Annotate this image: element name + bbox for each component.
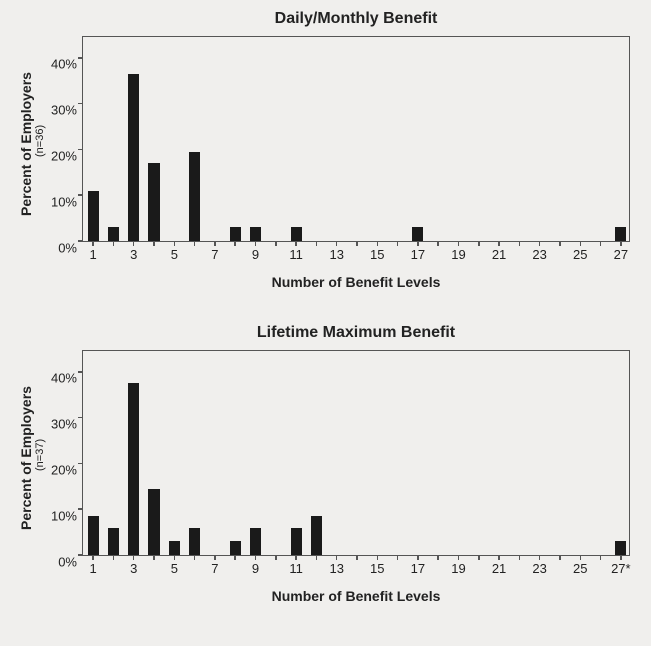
plot-area: 0%10%20%30%40%13579111315171921232527	[82, 36, 630, 242]
bar	[250, 528, 261, 555]
xtick-label: 9	[252, 241, 259, 262]
xtick-mark	[153, 241, 155, 246]
bar	[88, 191, 99, 241]
y-axis-sublabel: (n=36)	[34, 125, 46, 157]
bar	[291, 528, 302, 555]
xtick-mark	[559, 555, 561, 560]
chart-panel-1: Lifetime Maximum Benefit Percent of Emplo…	[0, 320, 651, 636]
ytick-label: 40%	[51, 57, 83, 72]
xtick-label: 7	[211, 241, 218, 262]
xtick-mark	[316, 555, 318, 560]
xtick-mark	[478, 555, 480, 560]
ytick-label: 10%	[51, 194, 83, 209]
y-axis-sublabel: (n=37)	[34, 439, 46, 471]
xtick-mark	[316, 241, 318, 246]
xtick-label: 13	[329, 241, 343, 262]
ytick-label: 20%	[51, 462, 83, 477]
xtick-mark	[356, 241, 358, 246]
xtick-mark	[600, 555, 602, 560]
xtick-label: 19	[451, 555, 465, 576]
xtick-label: 5	[171, 555, 178, 576]
xtick-label: 21	[492, 555, 506, 576]
xtick-mark	[234, 241, 236, 246]
bar	[291, 227, 302, 241]
chart-title: Daily/Monthly Benefit	[82, 10, 630, 28]
xtick-label: 9	[252, 555, 259, 576]
xtick-label: 15	[370, 241, 384, 262]
bar	[128, 383, 139, 555]
bar	[148, 163, 159, 241]
plot-area: 0%10%20%30%40%13579111315171921232527*	[82, 350, 630, 556]
xtick-mark	[153, 555, 155, 560]
chart-title: Lifetime Maximum Benefit	[82, 324, 630, 342]
xtick-mark	[519, 555, 521, 560]
bar	[128, 74, 139, 241]
xtick-label: 3	[130, 555, 137, 576]
xtick-mark	[113, 241, 115, 246]
xtick-label: 23	[532, 241, 546, 262]
xtick-label: 1	[90, 555, 97, 576]
ytick-label: 30%	[51, 417, 83, 432]
xtick-label: 23	[532, 555, 546, 576]
ytick-label: 40%	[51, 371, 83, 386]
xtick-label: 5	[171, 241, 178, 262]
x-axis-label: Number of Benefit Levels	[82, 588, 630, 604]
bar	[189, 152, 200, 241]
xtick-mark	[275, 241, 277, 246]
xtick-label: 25	[573, 241, 587, 262]
figure-container: Daily/Monthly Benefit Percent of Employer…	[0, 0, 651, 646]
xtick-label: 15	[370, 555, 384, 576]
bar	[311, 516, 322, 555]
bar	[88, 516, 99, 555]
xtick-label: 27	[614, 241, 628, 262]
bar	[108, 528, 119, 555]
xtick-mark	[519, 241, 521, 246]
xtick-mark	[397, 555, 399, 560]
xtick-mark	[478, 241, 480, 246]
xtick-mark	[600, 241, 602, 246]
xtick-mark	[397, 241, 399, 246]
bar	[412, 227, 423, 241]
xtick-mark	[113, 555, 115, 560]
bar	[230, 541, 241, 555]
xtick-label: 13	[329, 555, 343, 576]
chart-panel-0: Daily/Monthly Benefit Percent of Employer…	[0, 6, 651, 306]
bar	[250, 227, 261, 241]
xtick-mark	[194, 241, 196, 246]
y-axis-label: Percent of Employers	[18, 386, 34, 530]
xtick-label: 17	[411, 241, 425, 262]
xtick-mark	[437, 555, 439, 560]
ytick-label: 10%	[51, 508, 83, 523]
ytick-label: 0%	[58, 554, 83, 569]
xtick-mark	[437, 241, 439, 246]
xtick-label: 1	[90, 241, 97, 262]
xtick-mark	[234, 555, 236, 560]
ytick-label: 0%	[58, 240, 83, 255]
bar	[230, 227, 241, 241]
ytick-label: 20%	[51, 148, 83, 163]
bar	[189, 528, 200, 555]
bar	[169, 541, 180, 555]
y-axis-label: Percent of Employers	[18, 72, 34, 216]
xtick-mark	[356, 555, 358, 560]
xtick-label: 11	[289, 555, 303, 576]
bar	[108, 227, 119, 241]
bar	[148, 489, 159, 555]
xtick-mark	[559, 241, 561, 246]
ytick-label: 30%	[51, 103, 83, 118]
xtick-label: 19	[451, 241, 465, 262]
xtick-label: 21	[492, 241, 506, 262]
xtick-mark	[194, 555, 196, 560]
xtick-mark	[275, 555, 277, 560]
bar	[615, 541, 626, 555]
xtick-label: 27*	[611, 555, 631, 576]
x-axis-label: Number of Benefit Levels	[82, 274, 630, 290]
xtick-label: 11	[289, 241, 303, 262]
bar	[615, 227, 626, 241]
xtick-label: 3	[130, 241, 137, 262]
xtick-label: 7	[211, 555, 218, 576]
xtick-label: 17	[411, 555, 425, 576]
xtick-label: 25	[573, 555, 587, 576]
